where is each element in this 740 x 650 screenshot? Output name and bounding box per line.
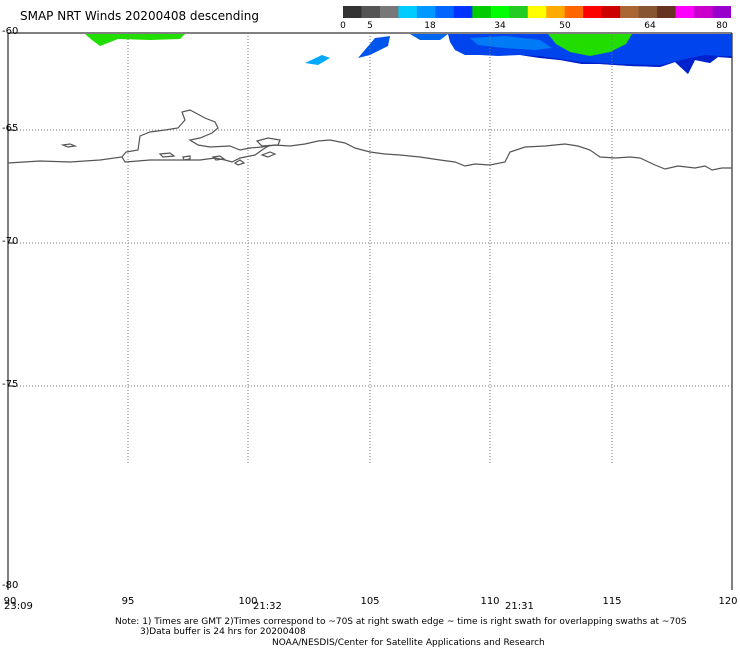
- note-line-1: Note: 1) Times are GMT 2)Times correspon…: [115, 617, 687, 627]
- colorbar-label-80: 80: [716, 21, 728, 31]
- colorbar-swatch: [435, 6, 455, 18]
- swath-blue-small: [358, 36, 390, 58]
- wind-speed-colorbar: [343, 6, 731, 18]
- lat-label-70: -70: [2, 236, 19, 247]
- lon-label-95: 95: [121, 596, 135, 607]
- colorbar-swatch: [546, 6, 566, 18]
- lat-label-60: -60: [2, 26, 19, 37]
- colorbar-swatch: [620, 6, 640, 18]
- time-label-2132: 21:32: [253, 601, 282, 612]
- colorbar-swatch: [583, 6, 603, 18]
- swath-blue-top: [410, 34, 448, 40]
- colorbar-swatch: [398, 6, 418, 18]
- colorbar-label-64: 64: [644, 21, 656, 31]
- colorbar-swatch: [564, 6, 584, 18]
- colorbar-swatches: [343, 6, 731, 18]
- swath-dark-blue-band: [500, 54, 732, 74]
- note-line-2: 3)Data buffer is 24 hrs for 20200408: [140, 627, 306, 637]
- lon-label-90: 90: [3, 596, 17, 607]
- wind-swaths: [85, 34, 732, 74]
- colorbar-swatch: [638, 6, 658, 18]
- time-label-2309: 23:09: [4, 601, 33, 612]
- colorbar-label-0: 0: [340, 21, 346, 31]
- colorbar-swatch: [509, 6, 529, 18]
- colorbar-swatch: [601, 6, 621, 18]
- colorbar-label-18: 18: [424, 21, 436, 31]
- lat-label-75: -75: [2, 379, 19, 390]
- credit-line: NOAA/NESDIS/Center for Satellite Applica…: [272, 638, 545, 648]
- lat-ticks: [8, 129, 14, 387]
- colorbar-label-34: 34: [494, 21, 506, 31]
- colorbar-swatch: [657, 6, 677, 18]
- colorbar-swatch: [490, 6, 510, 18]
- map-title: SMAP NRT Winds 20200408 descending: [20, 9, 259, 23]
- lon-label-110: 110: [480, 596, 500, 607]
- colorbar-swatch: [527, 6, 547, 18]
- time-label-2131: 21:31: [505, 601, 534, 612]
- antarctic-coastline: [7, 109, 732, 171]
- colorbar-label-50: 50: [559, 21, 571, 31]
- colorbar-swatch: [453, 6, 473, 18]
- lat-lon-grid: [8, 33, 732, 465]
- swath-cyan-patch: [305, 55, 330, 65]
- lon-label-120: 120: [718, 596, 738, 607]
- swath-green-left: [85, 34, 185, 46]
- lat-label-65: -65: [2, 123, 19, 134]
- colorbar-swatch: [472, 6, 492, 18]
- colorbar-swatch: [361, 6, 381, 18]
- lon-label-105: 105: [360, 596, 380, 607]
- colorbar-swatch: [416, 6, 436, 18]
- colorbar-swatch: [675, 6, 695, 18]
- lon-label-100: 100: [238, 596, 258, 607]
- lon-label-115: 115: [602, 596, 622, 607]
- colorbar-swatch: [694, 6, 714, 18]
- swath-green-right: [548, 34, 632, 56]
- colorbar-swatch: [343, 6, 362, 18]
- colorbar-swatch: [379, 6, 399, 18]
- colorbar-swatch: [712, 6, 731, 18]
- lat-label-80: -80: [2, 580, 19, 591]
- colorbar-label-5: 5: [367, 21, 373, 31]
